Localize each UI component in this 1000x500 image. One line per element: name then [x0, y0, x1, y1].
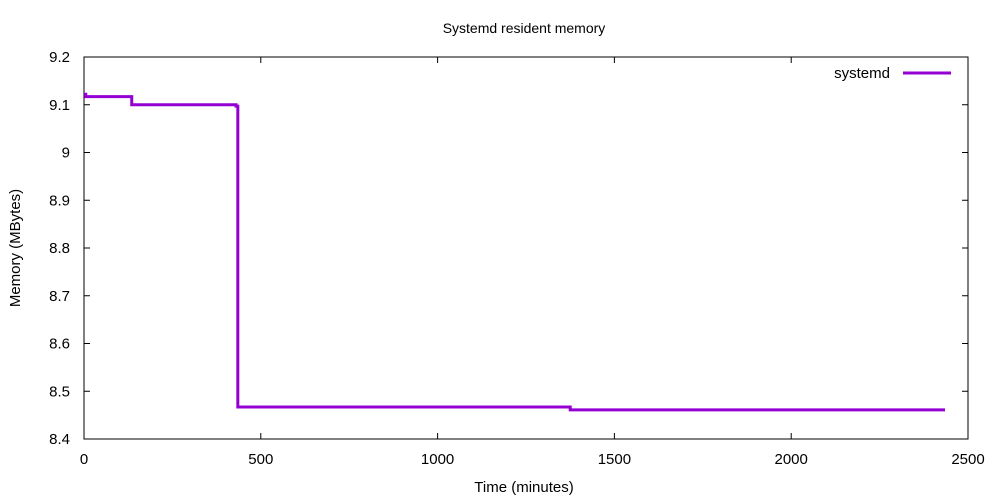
y-axis-label: Memory (MBytes) — [7, 189, 24, 307]
legend: systemd — [834, 65, 951, 82]
series-line-systemd — [84, 92, 946, 412]
y-tick-label: 8.7 — [49, 288, 70, 305]
y-tick-label: 9.2 — [49, 49, 70, 66]
series-layer — [84, 92, 946, 412]
y-tick-label: 8.5 — [49, 383, 70, 400]
y-tick-label: 8.8 — [49, 240, 70, 257]
legend-label-systemd: systemd — [834, 65, 890, 82]
y-tick-label: 8.9 — [49, 192, 70, 209]
y-tick-label: 9 — [62, 145, 70, 162]
y-tick-label: 9.1 — [49, 97, 70, 114]
x-tick-label: 2500 — [951, 451, 984, 468]
plot-frame — [83, 56, 969, 440]
x-tick-label: 500 — [248, 451, 273, 468]
y-tick-label: 8.6 — [49, 336, 70, 353]
x-tick-label: 2000 — [775, 451, 808, 468]
x-axis-label: Time (minutes) — [474, 479, 573, 496]
x-tick-label: 1000 — [421, 451, 454, 468]
axes: 0 500 1000 1500 2000 2500 8.4 8.5 8.6 8.7 8.8 8.9 9 9… — [49, 49, 985, 468]
chart-title: Systemd resident memory — [443, 20, 606, 36]
x-tick-label: 1500 — [598, 451, 631, 468]
y-tick-label: 8.4 — [49, 431, 70, 448]
x-tick-label: 0 — [80, 451, 88, 468]
